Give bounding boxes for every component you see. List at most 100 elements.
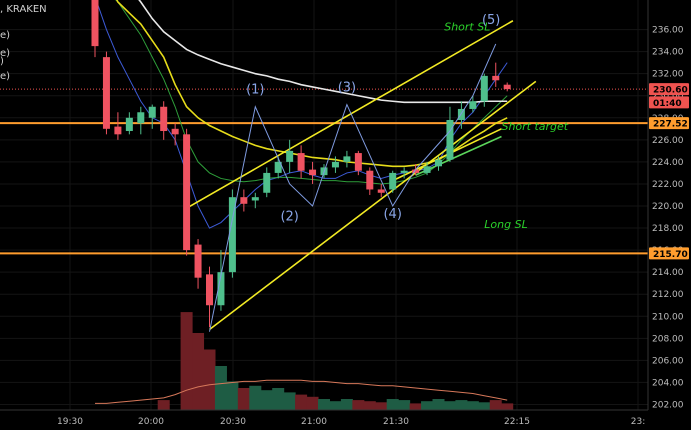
candle-23 — [354, 150, 362, 176]
candle-31 — [446, 106, 454, 162]
candle-32 — [457, 101, 465, 129]
moving-averages — [95, 0, 508, 229]
y-tick-label-9: 218.00 — [652, 224, 684, 234]
candle-19 — [309, 161, 317, 184]
legend-fragment-2: e) — [0, 48, 10, 59]
y-tick-label-13: 210.00 — [652, 312, 684, 322]
legend-fragment-4: e) — [0, 71, 10, 82]
candle-30 — [435, 156, 442, 171]
volume-bar-13 — [237, 388, 250, 410]
volume-bar-17 — [283, 392, 296, 410]
volume-bar-29 — [421, 401, 434, 410]
candle-body-29 — [423, 166, 431, 173]
candle-body-31 — [446, 119, 454, 160]
candle-body-25 — [377, 189, 385, 193]
candle-body-10 — [206, 274, 213, 306]
candle-25 — [377, 183, 385, 198]
wave-path — [209, 43, 497, 332]
candle-26 — [389, 170, 397, 193]
candle-body-14 — [251, 197, 259, 201]
candle-body-22 — [343, 156, 351, 162]
legend-fragment-3: ) — [0, 56, 4, 67]
wave-label-2: (2) — [280, 209, 298, 224]
candle-2 — [114, 112, 122, 140]
candle-36 — [503, 82, 511, 92]
x-tick-label-2: 20:30 — [220, 417, 246, 427]
grid-lines — [0, 0, 648, 410]
candle-33 — [469, 95, 477, 113]
candle-4 — [137, 106, 145, 135]
candle-29 — [423, 161, 431, 176]
y-tick-label-2: 232.00 — [652, 70, 684, 80]
candle-body-23 — [354, 153, 362, 171]
volume-bar-12 — [226, 381, 239, 410]
y-tick-label-8: 220.00 — [652, 202, 684, 212]
volume-bar-35 — [489, 400, 502, 410]
candle-body-32 — [457, 108, 465, 120]
volume-bar-30 — [432, 399, 445, 410]
volume-bar-18 — [295, 394, 308, 410]
candle-body-6 — [160, 106, 168, 132]
price-tag-label-3: 215.70 — [653, 250, 688, 260]
volume-bar-23 — [352, 400, 365, 410]
candle-body-4 — [137, 112, 145, 124]
annotation-long-sl: Long SL — [484, 218, 527, 231]
y-tick-label-5: 226.00 — [652, 136, 684, 146]
volume-bar-31 — [443, 401, 456, 410]
volume-bar-15 — [260, 390, 273, 410]
candle-body-24 — [366, 170, 374, 190]
price-tag-label-2: 227.52 — [653, 120, 688, 130]
candle-16 — [274, 156, 282, 179]
candle-body-11 — [217, 272, 225, 306]
volume-bar-14 — [249, 385, 262, 410]
x-tick-label-4: 21:30 — [383, 417, 409, 427]
volume-bar-20 — [318, 399, 330, 410]
candle-body-18 — [297, 153, 305, 171]
y-tick-label-14: 208.00 — [652, 334, 684, 344]
candle-22 — [343, 150, 351, 168]
candle-34 — [480, 73, 488, 107]
candle-body-9 — [194, 244, 202, 278]
candle-body-28 — [412, 169, 420, 173]
volume-bar-19 — [306, 396, 319, 410]
x-tick-label-0: 19:30 — [57, 417, 83, 427]
candle-17 — [286, 139, 294, 173]
volume-bar-32 — [455, 400, 468, 410]
candle-body-12 — [228, 197, 236, 273]
volume-bar-34 — [478, 402, 491, 410]
candle-1 — [102, 51, 110, 135]
x-tick-label-5: 22:15 — [504, 417, 530, 427]
volume-bar-21 — [329, 401, 342, 410]
price-tag-bg-1 — [649, 96, 689, 109]
elliott-wave — [209, 43, 497, 332]
candle-12 — [228, 189, 236, 278]
volume-bar-25 — [375, 402, 388, 410]
x-tick-label-1: 20:00 — [138, 417, 164, 427]
y-tick-label-12: 212.00 — [652, 290, 684, 300]
volume-bar-16 — [272, 388, 285, 410]
candle-13 — [240, 189, 248, 212]
candle-body-0 — [91, 0, 99, 47]
y-tick-label-15: 206.00 — [652, 356, 684, 366]
candle-7 — [171, 123, 179, 146]
candle-body-26 — [389, 172, 397, 190]
x-tick-label-6: 23: — [631, 417, 645, 427]
volume-bar-36 — [501, 403, 514, 410]
candle-24 — [366, 167, 374, 195]
time-axis: 19:30 20:00 20:30 21:00 21:30 22:15 23: — [0, 409, 648, 427]
price-tag-label-0: 230.60 — [653, 86, 688, 96]
candle-6 — [160, 101, 168, 140]
volume-bar-24 — [363, 401, 376, 410]
y-tick-label-7: 222.00 — [652, 180, 684, 190]
volume-bar-22 — [340, 399, 353, 410]
volume-bar-27 — [398, 400, 411, 410]
annotation-short-target: Short target — [501, 120, 568, 133]
candle-5 — [148, 104, 156, 129]
candle-21 — [331, 156, 339, 173]
header-exchange: , KRAKEN — [0, 4, 47, 15]
candle-body-7 — [171, 128, 179, 135]
candle-body-3 — [125, 117, 133, 132]
price-axis-bg — [648, 0, 691, 430]
candle-body-36 — [503, 84, 511, 90]
